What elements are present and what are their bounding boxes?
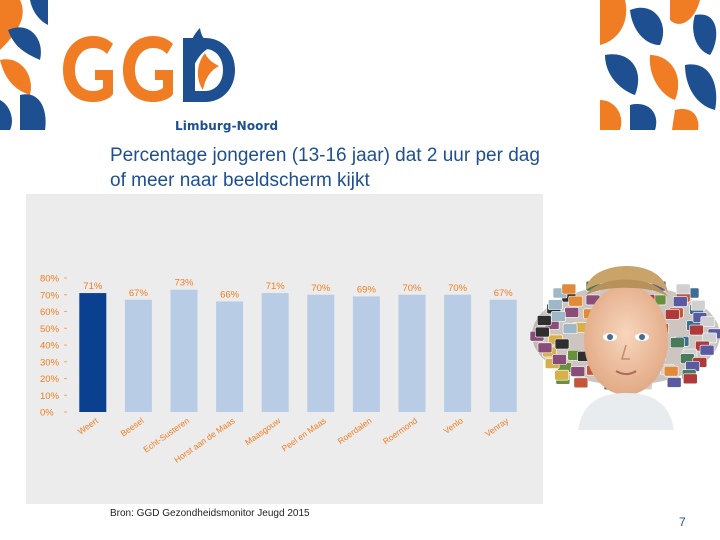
decorative-pattern-right [600,0,720,130]
bar-chart: 0% 10% 20% 30% 40% 50% 60% 70% 80% 71% Weert 67% Bee… [40,274,517,465]
y-tick-label: 10% [40,391,60,402]
x-tick-label: Venray [483,415,511,439]
logo-subtitle: Limburg-Noord [175,119,279,133]
y-tick-label: 20% [40,374,60,385]
slide-title: Percentage jongeren (13-16 jaar) dat 2 u… [110,143,630,193]
bar [307,294,335,412]
x-tick-label: Weert [76,415,101,436]
bar [216,301,244,412]
bar [352,296,380,412]
slide-title-line-2: of meer naar beeldscherm kijkt [110,170,370,191]
bar [444,294,472,412]
chart-panel: 0% 10% 20% 30% 40% 50% 60% 70% 80% 71% Weert 67% Bee… [26,194,543,504]
x-tick-label: Maasgouw [243,415,283,447]
bar-value-label: 70% [448,283,468,294]
bar-value-label: 70% [402,283,422,294]
bar-value-label: 67% [129,288,149,299]
bar [79,293,107,412]
ggd-logo [55,18,270,136]
x-tick-label: Roerdalen [336,415,374,446]
x-tick-label: Beesel [119,415,146,438]
page-number: 7 [679,515,686,529]
bar-value-label: 73% [174,278,194,289]
y-tick-label: 70% [40,290,60,301]
y-tick-label: 40% [40,341,60,352]
bar-value-label: 66% [220,289,240,300]
bar-value-label: 69% [357,284,377,295]
bar-value-label: 70% [311,283,331,294]
bar [170,289,198,412]
bar [124,299,152,412]
bar [261,293,289,412]
x-tick-label: Peel en Maas [280,415,328,453]
y-tick-label: 60% [40,307,60,318]
x-tick-label: Venlo [442,415,465,436]
decorative-pattern-left [0,0,48,130]
child-with-screens-photo [528,255,720,430]
bar [398,294,426,412]
y-tick-label: 30% [40,357,60,368]
y-tick-label: 50% [40,324,60,335]
bar [489,299,517,412]
y-tick-label: 0% [40,408,54,419]
y-tick-label: 80% [40,274,60,285]
x-tick-label: Roermond [381,415,419,446]
slide-title-line-1: Percentage jongeren (13-16 jaar) dat 2 u… [110,145,540,166]
bar-value-label: 71% [83,281,103,292]
bar-value-label: 71% [266,281,286,292]
source-note: Bron: GGD Gezondheidsmonitor Jeugd 2015 [110,508,310,519]
bar-value-label: 67% [494,288,514,299]
